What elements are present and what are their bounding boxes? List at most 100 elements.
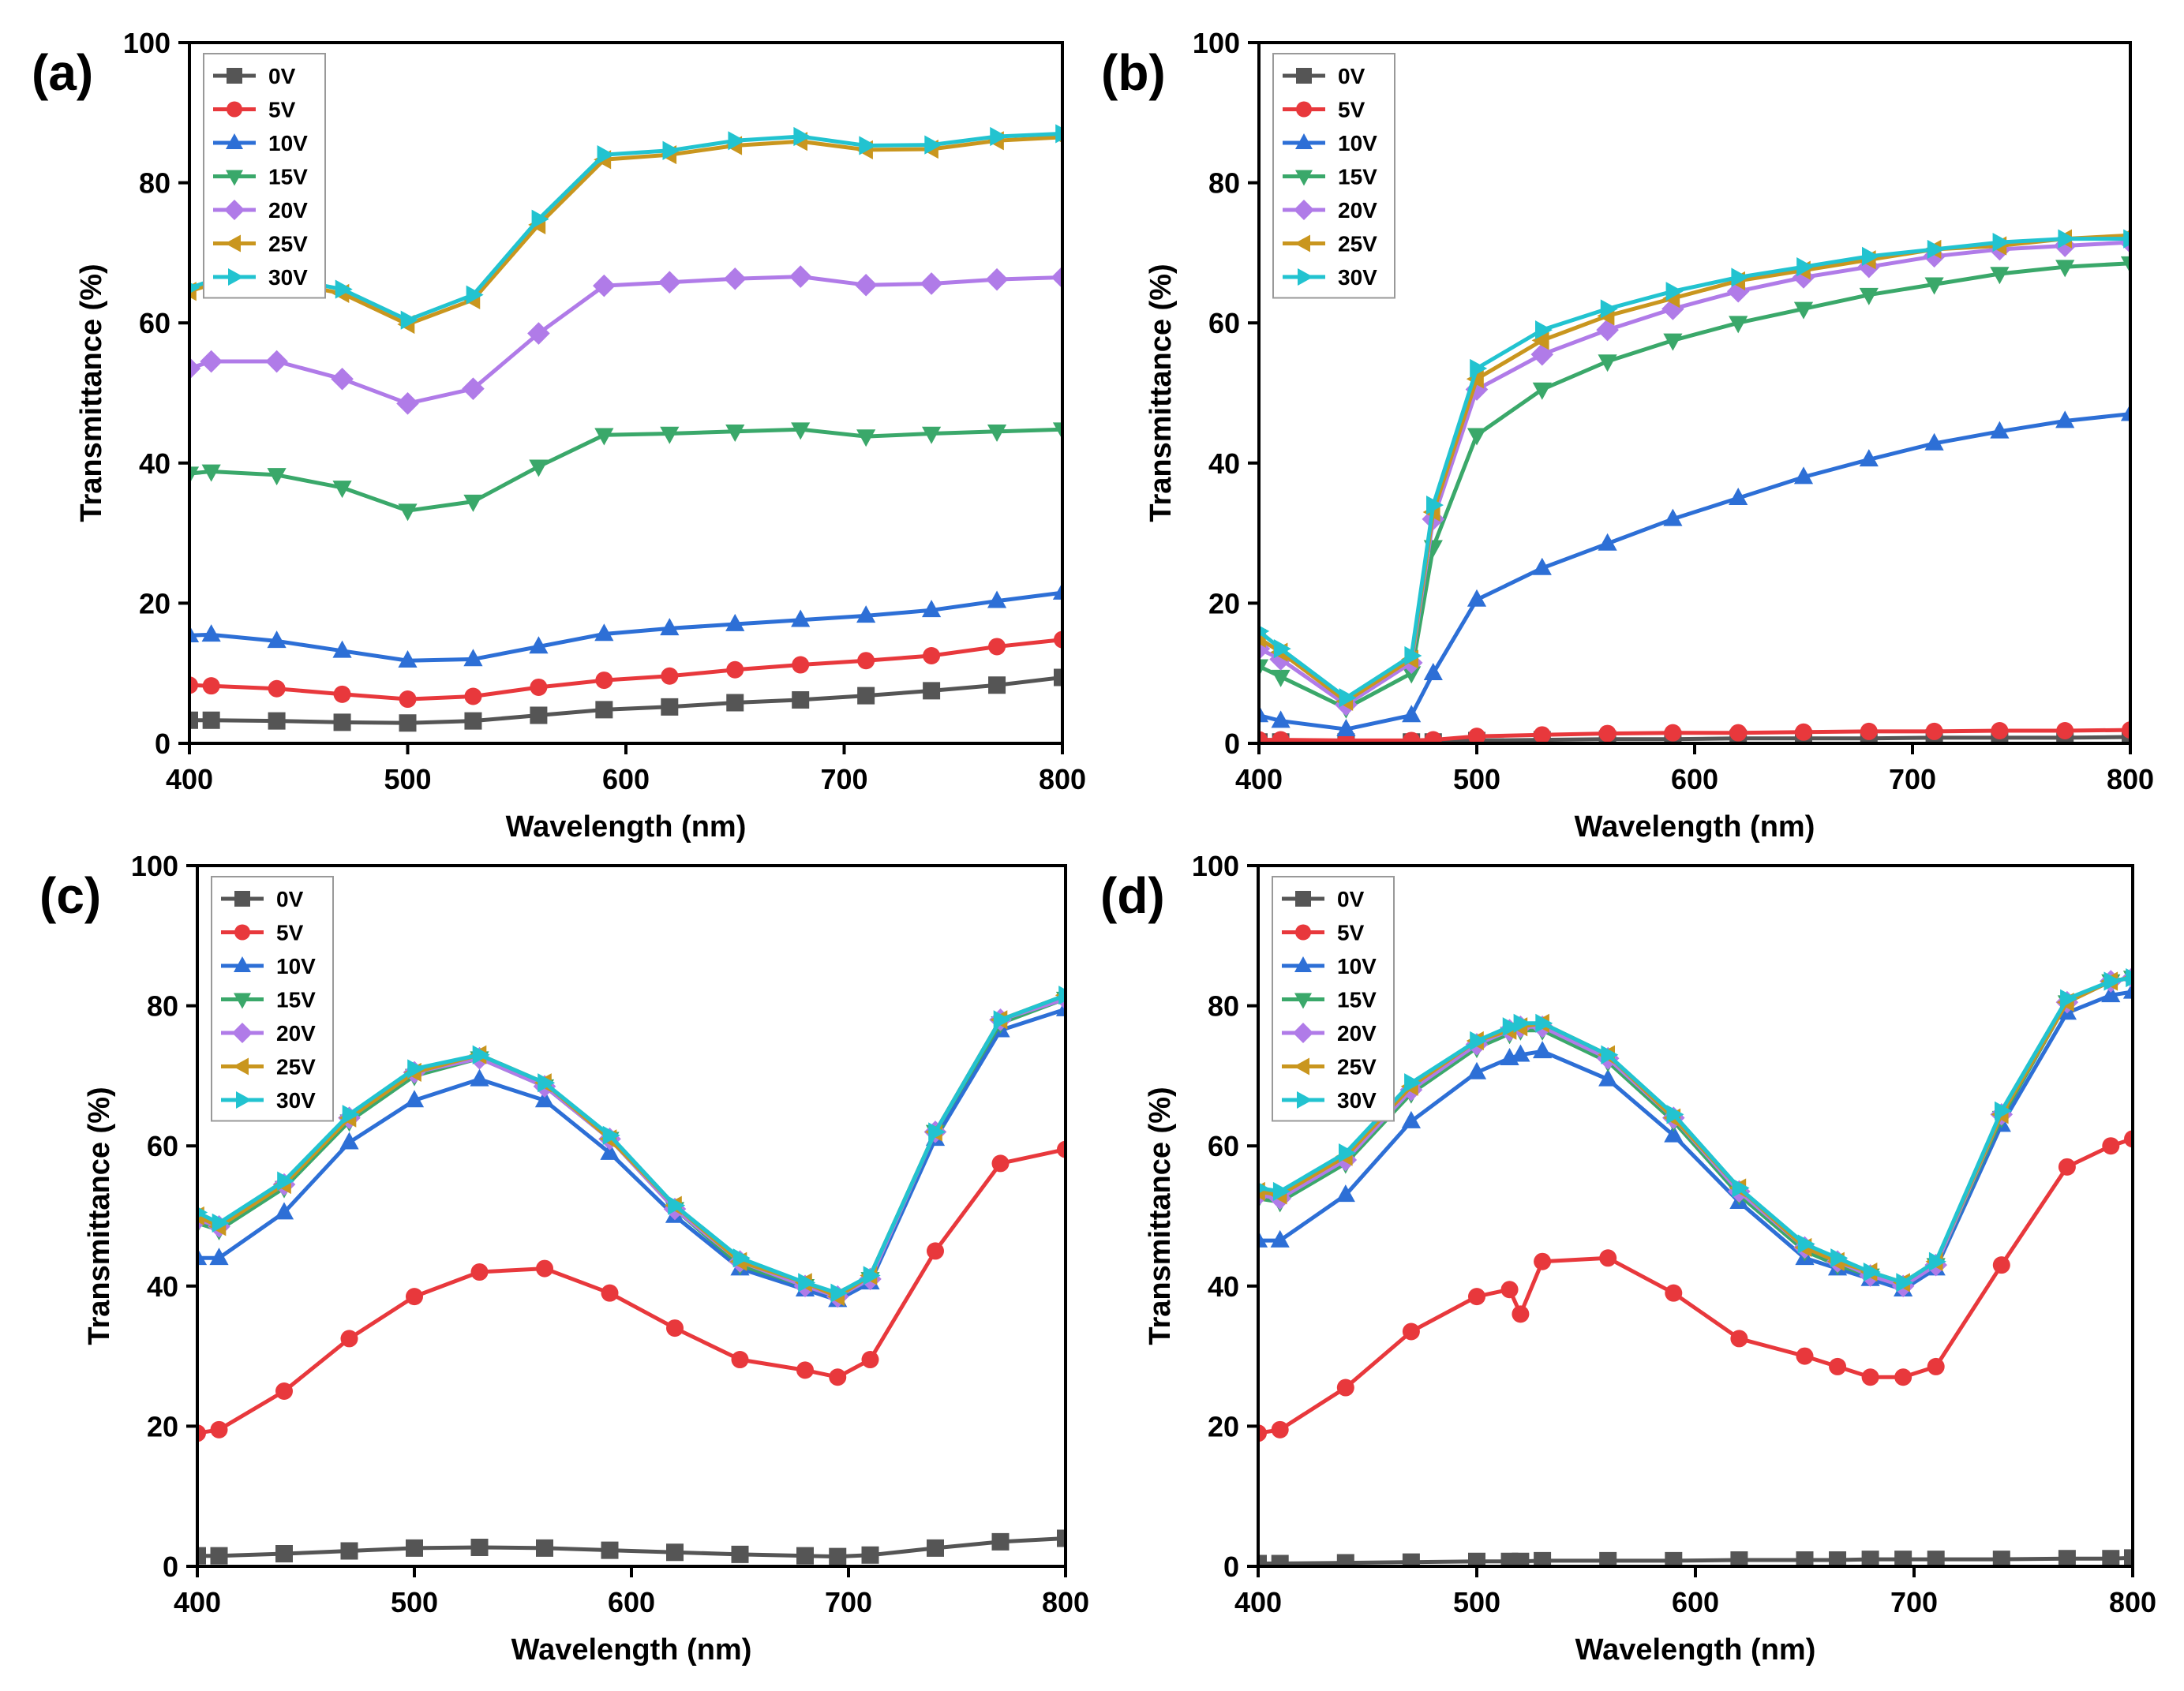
data-point-15V bbox=[987, 425, 1007, 443]
data-point-10V bbox=[201, 624, 221, 642]
data-point-15V bbox=[1467, 428, 1487, 446]
data-point-5V bbox=[927, 1242, 944, 1260]
x-tick-label: 800 bbox=[1042, 1586, 1089, 1618]
data-point-15V bbox=[594, 428, 614, 446]
data-point-30V bbox=[1992, 232, 2010, 253]
data-point-10V bbox=[1467, 1061, 1487, 1079]
legend-label: 25V bbox=[268, 232, 308, 256]
data-point-5V bbox=[2058, 1158, 2076, 1176]
data-point-5V bbox=[731, 1351, 749, 1369]
x-tick-label: 500 bbox=[1453, 763, 1500, 795]
data-point-5V bbox=[796, 1361, 814, 1379]
series-15V bbox=[1259, 256, 2130, 719]
series-line-30V bbox=[1258, 975, 2133, 1285]
data-point-5V bbox=[1271, 1420, 1289, 1438]
data-point-5V bbox=[2102, 1137, 2120, 1155]
x-tick-label: 800 bbox=[1039, 763, 1086, 795]
data-point-10V bbox=[267, 630, 287, 649]
legend-label: 30V bbox=[276, 1088, 316, 1113]
y-axis-title: Transmittance (%) bbox=[1144, 264, 1178, 522]
data-point-0V bbox=[470, 1539, 489, 1557]
data-point-10V bbox=[1270, 1229, 1290, 1248]
legend-marker bbox=[227, 68, 242, 84]
legend: 0V 5V 10V 15V 20V 25V 30V bbox=[1272, 53, 1395, 299]
x-tick-label: 400 bbox=[1234, 1586, 1282, 1618]
x-tick-label: 800 bbox=[2107, 763, 2154, 795]
legend-item-25V: 25V bbox=[213, 232, 308, 256]
data-point-5V bbox=[1829, 1357, 1847, 1375]
data-point-0V bbox=[340, 1542, 358, 1560]
data-point-0V bbox=[333, 713, 351, 731]
series-20V bbox=[1259, 230, 2130, 716]
data-point-30V bbox=[990, 126, 1008, 147]
data-point-30V bbox=[1058, 986, 1066, 1005]
series-line-15V bbox=[1259, 261, 2130, 711]
y-tick-label: 60 bbox=[1208, 1130, 1239, 1162]
data-point-0V bbox=[464, 712, 482, 730]
data-point-15V bbox=[398, 503, 418, 522]
data-point-5V bbox=[406, 1288, 423, 1306]
legend-label: 15V bbox=[1337, 988, 1377, 1012]
data-point-5V bbox=[1258, 1424, 1267, 1442]
data-point-5V bbox=[1512, 1305, 1530, 1323]
legend: 0V 5V 10V 15V 20V 25V 30V bbox=[1272, 876, 1395, 1122]
data-point-20V bbox=[200, 350, 223, 373]
series-30V bbox=[1258, 967, 2133, 1293]
legend-marker bbox=[1296, 101, 1312, 118]
data-point-30V bbox=[1339, 688, 1357, 708]
data-point-5V bbox=[1599, 1249, 1617, 1267]
legend-item-30V: 30V bbox=[1283, 265, 1377, 290]
data-point-30V bbox=[1927, 239, 1945, 260]
data-point-10V bbox=[725, 613, 745, 631]
series-5V bbox=[197, 1140, 1066, 1442]
data-point-0V bbox=[399, 714, 417, 732]
data-point-15V bbox=[201, 464, 221, 482]
data-point-30V bbox=[400, 310, 418, 330]
data-point-30V bbox=[1732, 1178, 1750, 1198]
data-point-20V bbox=[1596, 318, 1619, 342]
data-point-5V bbox=[1860, 722, 1878, 740]
legend: 0V 5V 10V 15V 20V 25V 30V bbox=[203, 53, 326, 299]
data-point-20V bbox=[189, 357, 201, 380]
series-5V bbox=[1259, 721, 2130, 743]
data-point-0V bbox=[2058, 1550, 2076, 1566]
data-point-5V bbox=[1500, 1281, 1519, 1299]
data-point-0V bbox=[829, 1547, 847, 1566]
data-point-10V bbox=[463, 649, 483, 667]
data-point-30V bbox=[597, 144, 615, 165]
y-tick-label: 40 bbox=[147, 1270, 178, 1303]
data-point-0V bbox=[1468, 1552, 1485, 1566]
data-point-10V bbox=[1423, 663, 1443, 680]
data-point-20V bbox=[265, 350, 288, 373]
x-axis-title: Wavelength (nm) bbox=[1575, 1633, 1816, 1667]
panel-label: (a) bbox=[32, 44, 93, 101]
legend-item-30V: 30V bbox=[221, 1088, 316, 1113]
data-point-30V bbox=[668, 1195, 686, 1215]
data-point-30V bbox=[1502, 1017, 1520, 1037]
data-point-10V bbox=[189, 625, 200, 643]
x-axis-title: Wavelength (nm) bbox=[511, 1633, 752, 1667]
data-point-30V bbox=[1896, 1273, 1914, 1293]
data-point-10V bbox=[1402, 705, 1422, 723]
legend-label: 0V bbox=[268, 64, 296, 88]
legend-marker bbox=[1298, 268, 1313, 286]
legend-marker bbox=[1295, 170, 1313, 186]
data-point-20V bbox=[723, 267, 747, 290]
data-point-10V bbox=[339, 1132, 359, 1150]
data-point-5V bbox=[189, 676, 198, 694]
data-point-5V bbox=[1925, 722, 1943, 740]
data-point-30V bbox=[798, 1273, 816, 1293]
series-line-0V bbox=[1258, 1555, 2133, 1566]
data-point-5V bbox=[1533, 726, 1551, 743]
legend-item-15V: 15V bbox=[1283, 165, 1377, 189]
data-point-10V bbox=[1271, 710, 1291, 728]
series-line-10V bbox=[1258, 990, 2133, 1292]
data-point-30V bbox=[1535, 1013, 1553, 1033]
data-point-15V bbox=[189, 466, 200, 484]
data-point-10V bbox=[470, 1068, 489, 1087]
data-point-15V bbox=[1271, 669, 1291, 687]
data-point-10V bbox=[1664, 1124, 1684, 1143]
data-point-15V bbox=[2120, 256, 2130, 274]
legend-item-15V: 15V bbox=[213, 165, 308, 189]
data-point-0V bbox=[530, 706, 548, 724]
